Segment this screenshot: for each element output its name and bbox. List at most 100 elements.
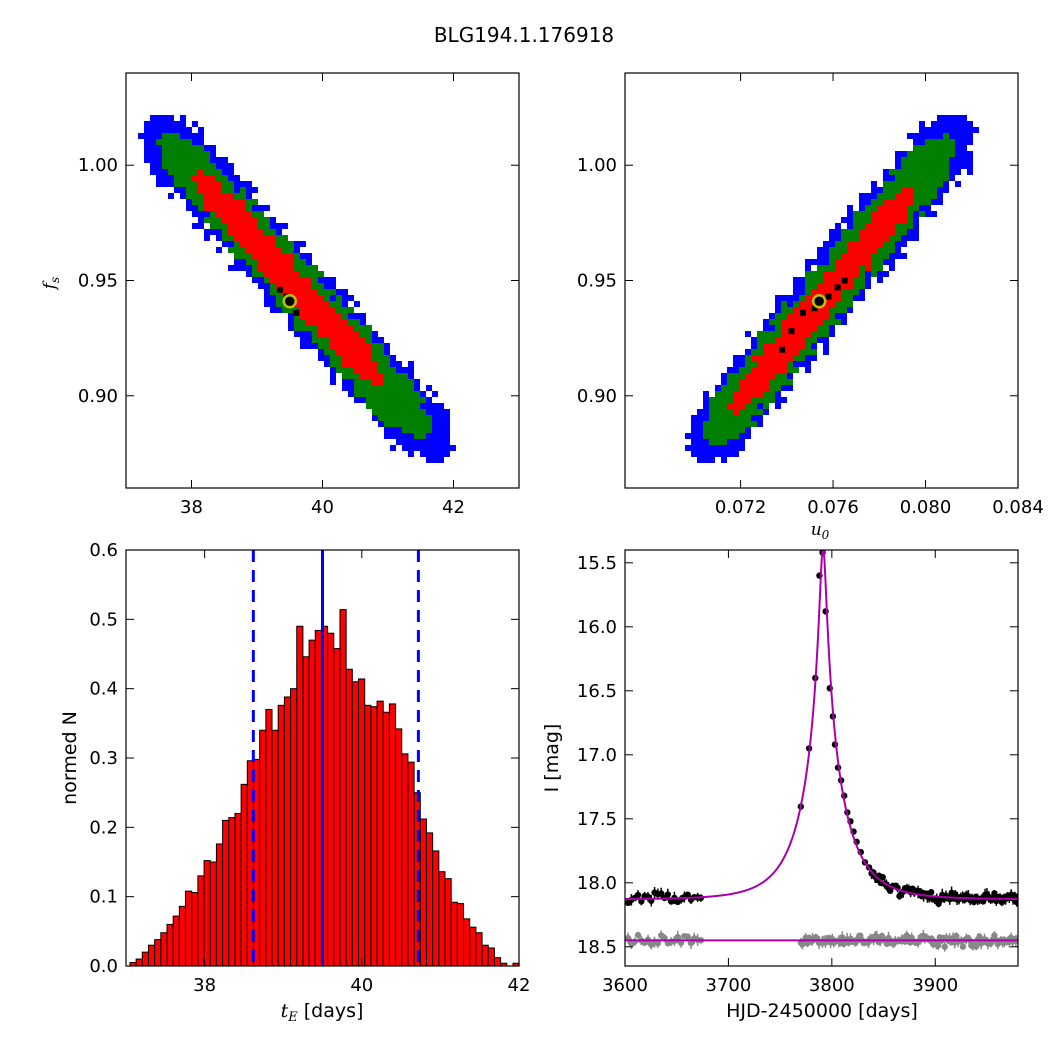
tr-cell-3-sigma — [859, 295, 865, 301]
tl-cell-2-sigma — [360, 379, 366, 385]
tr-cell-1-sigma — [871, 211, 877, 217]
tr-cell-2-sigma — [919, 181, 925, 187]
tl-cell-2-sigma — [282, 307, 288, 313]
tl-cell-3-sigma — [138, 133, 144, 139]
tl-cell-3-sigma — [162, 115, 168, 121]
tr-cell-1-sigma — [829, 301, 835, 307]
tr-cell-3-sigma — [763, 325, 769, 331]
tr-cell-3-sigma — [925, 127, 931, 133]
tr-cell-3-sigma — [739, 433, 745, 439]
tr-cell-3-sigma — [709, 451, 715, 457]
tr-cell-3-sigma — [865, 277, 871, 283]
histogram-bar — [277, 704, 285, 967]
tl-cell-2-sigma — [288, 247, 294, 253]
tl-cell-3-sigma — [348, 313, 354, 319]
tr-cell-1-sigma — [775, 349, 781, 355]
tl-cell-1-sigma — [252, 235, 258, 241]
tl-cell-3-sigma — [246, 181, 252, 187]
tr-cell-2-sigma — [781, 373, 787, 379]
tr-cell-1-sigma — [883, 205, 889, 211]
tr-cell-2-sigma — [835, 319, 841, 325]
tl-cell-2-sigma — [342, 367, 348, 373]
histogram-bar — [444, 878, 452, 967]
tl-cell-1-sigma — [270, 259, 276, 265]
tl-cell-3-sigma — [198, 127, 204, 133]
tl-cell-2-sigma — [216, 217, 222, 223]
tr-cell-3-sigma — [811, 259, 817, 265]
tl-cell-1-sigma — [288, 259, 294, 265]
histogram-bar — [283, 696, 292, 967]
tl-cell-3-sigma — [180, 115, 186, 121]
tr-cell-1-sigma — [781, 325, 787, 331]
tl-cell-2-sigma — [264, 217, 270, 223]
tr-cell-2-sigma — [919, 193, 925, 199]
bl-bars — [129, 609, 520, 967]
tr-cell-2-sigma — [937, 169, 943, 175]
tl-cell-1-sigma — [228, 205, 234, 211]
tr-cell-1-sigma — [883, 235, 889, 241]
tr-xlabel: u0 — [811, 520, 830, 542]
tl-cell-1-sigma — [294, 283, 300, 289]
tr-cell-1-sigma — [769, 367, 775, 373]
tl-cell-2-sigma — [246, 199, 252, 205]
tl-cell-1-sigma — [234, 223, 240, 229]
tr-cell-2-sigma — [895, 187, 901, 193]
tl-cell-2-sigma — [336, 355, 342, 361]
tr-black-point — [779, 346, 786, 353]
tl-cell-1-sigma — [276, 265, 282, 271]
tr-cell-1-sigma — [901, 187, 907, 193]
tr-cell-3-sigma — [859, 199, 865, 205]
tr-cell-2-sigma — [841, 301, 847, 307]
tr-cell-3-sigma — [967, 133, 973, 139]
tr-cell-2-sigma — [799, 349, 805, 355]
tl-cell-3-sigma — [168, 115, 174, 121]
tl-cell-1-sigma — [330, 331, 336, 337]
tr-cell-1-sigma — [793, 307, 799, 313]
tr-cell-1-sigma — [799, 331, 805, 337]
tl-cell-3-sigma — [408, 361, 414, 367]
tl-cell-1-sigma — [192, 175, 198, 181]
tl-cell-1-sigma — [228, 217, 234, 223]
gray-point — [687, 939, 695, 947]
histogram-bar — [463, 918, 471, 967]
tl-cell-2-sigma — [342, 373, 348, 379]
tl-cell-1-sigma — [330, 325, 336, 331]
tl-cell-2-sigma — [228, 187, 234, 193]
histogram-bar — [197, 875, 205, 967]
tr-cell-1-sigma — [847, 265, 853, 271]
tr-cell-1-sigma — [757, 379, 763, 385]
tl-markers — [276, 286, 300, 316]
tl-cell-3-sigma — [150, 169, 156, 175]
tl-cell-1-sigma — [348, 331, 354, 337]
tl-cell-2-sigma — [348, 319, 354, 325]
tl-cell-2-sigma — [402, 379, 408, 385]
data-point — [634, 891, 642, 899]
tl-cell-3-sigma — [420, 445, 426, 451]
tr-cell-3-sigma — [895, 253, 901, 259]
tr-cell-1-sigma — [775, 343, 781, 349]
tr-cell-2-sigma — [943, 163, 949, 169]
tl-cell-1-sigma — [276, 283, 282, 289]
tr-cell-2-sigma — [847, 295, 853, 301]
tl-cell-2-sigma — [264, 229, 270, 235]
tl-cell-3-sigma — [204, 211, 210, 217]
tl-cell-1-sigma — [300, 307, 306, 313]
tl-cell-1-sigma — [360, 349, 366, 355]
tl-cell-2-sigma — [300, 265, 306, 271]
tl-cell-3-sigma — [402, 367, 408, 373]
tr-cell-3-sigma — [943, 121, 949, 127]
tl-cell-3-sigma — [246, 265, 252, 271]
tr-cell-1-sigma — [847, 277, 853, 283]
tl-cell-2-sigma — [288, 241, 294, 247]
tl-cell-1-sigma — [366, 343, 372, 349]
tr-cell-3-sigma — [931, 127, 937, 133]
tl-cell-2-sigma — [396, 415, 402, 421]
tl-cell-2-sigma — [366, 337, 372, 343]
tr-cell-3-sigma — [733, 361, 739, 367]
tl-cell-1-sigma — [270, 235, 276, 241]
tr-cell-1-sigma — [871, 247, 877, 253]
tl-cell-3-sigma — [438, 403, 444, 409]
tr-cell-3-sigma — [751, 415, 757, 421]
tl-cell-2-sigma — [174, 151, 180, 157]
tl-cell-1-sigma — [222, 217, 228, 223]
